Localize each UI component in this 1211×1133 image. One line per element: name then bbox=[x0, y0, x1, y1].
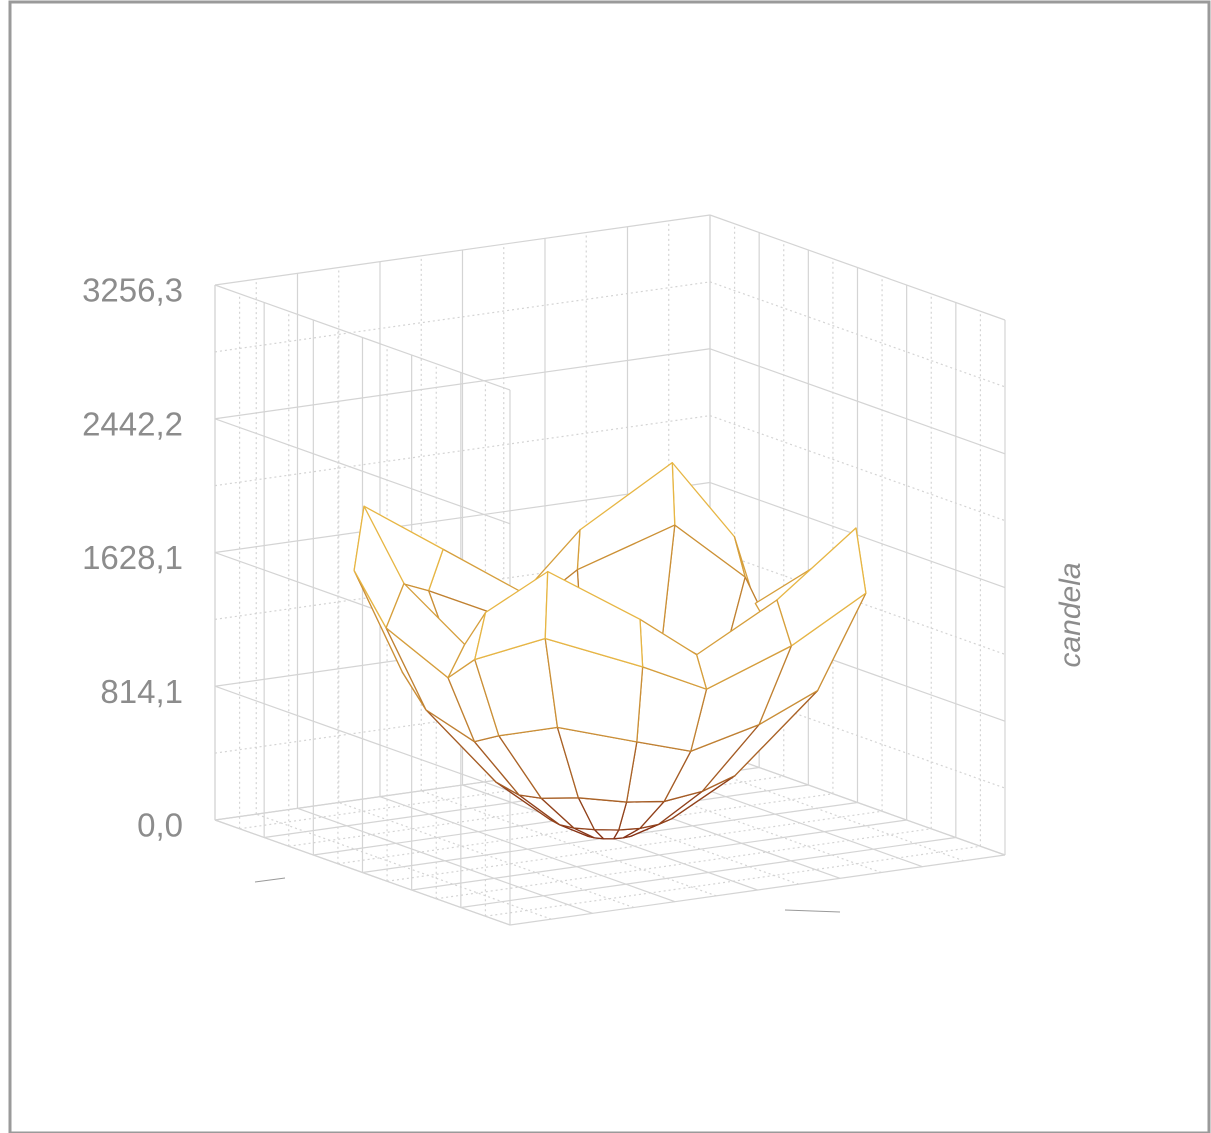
z-tick-label: 2442,2 bbox=[82, 405, 183, 442]
grid-line bbox=[709, 749, 1006, 856]
z-axis-label: candela bbox=[1054, 562, 1087, 667]
grid-line bbox=[214, 685, 511, 792]
y-axis-mark bbox=[254, 877, 286, 883]
grid-line bbox=[214, 481, 711, 554]
z-tick-label: 0,0 bbox=[137, 807, 183, 844]
grid-line bbox=[214, 348, 711, 420]
grid-line bbox=[709, 348, 1006, 455]
z-tick-label: 814,1 bbox=[100, 673, 183, 710]
z-tick-label: 1628,1 bbox=[82, 539, 183, 576]
wall-grid bbox=[709, 281, 1006, 388]
grid-line bbox=[709, 214, 1006, 321]
grid-line bbox=[214, 214, 711, 286]
wall-grid bbox=[214, 415, 711, 487]
grid-line bbox=[214, 418, 511, 525]
surface-patch bbox=[544, 570, 644, 668]
grid-line bbox=[214, 819, 511, 926]
wall-grid bbox=[214, 281, 711, 353]
wall-grid bbox=[709, 415, 1006, 522]
x-axis-mark bbox=[784, 909, 841, 913]
z-tick-label: 3256,3 bbox=[82, 272, 183, 309]
grid-line bbox=[214, 284, 511, 391]
wall-grid bbox=[709, 682, 1006, 789]
